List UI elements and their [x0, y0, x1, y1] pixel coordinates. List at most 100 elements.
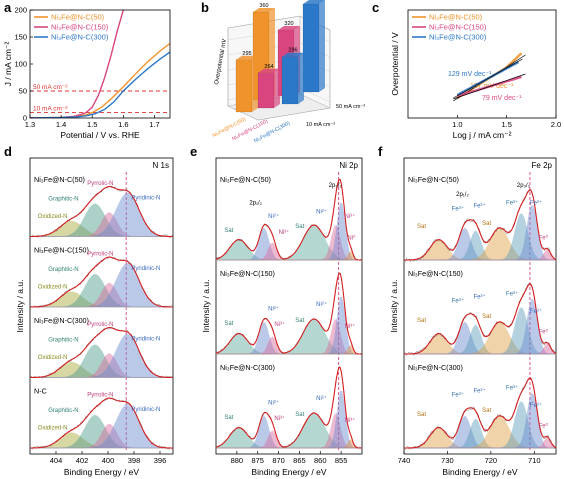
panel-title: N 1s	[153, 161, 169, 170]
spectrum-0: Ni₃Fe@N-C(50) Sat 2p₁/₂ Fe³⁺ Fe²⁺ Sat 2p₃/₂ Fe³…	[403, 175, 557, 263]
x-tick-label: 855	[335, 456, 348, 465]
x-tick-label: 720	[485, 456, 498, 465]
legend-entry: Ni₃Fe@N-C(50)	[429, 13, 483, 22]
spectrum-2: Ni₃Fe@N-C(300) Sat Ni²⁺ Ni³⁺ Sat Ni²⁺ Ni³⁺	[215, 363, 363, 449]
x-tick-label: 2.0	[551, 120, 561, 129]
x-tick-label: 404	[50, 456, 63, 465]
x-axis-label: Binding Energy / eV	[251, 467, 326, 477]
fit-component-5	[216, 390, 362, 449]
fit-component-2	[216, 336, 362, 355]
peak-label: Sat	[482, 408, 491, 414]
x-tick-label: 402	[76, 456, 89, 465]
fit-component-2	[216, 430, 362, 449]
y-tick-label: 100	[14, 60, 27, 69]
spectrum-0: Ni₃Fe@N-C(50) Oxidized-N Graphitic-N Pyrrol…	[29, 175, 174, 238]
peak-label: 2p₁/₂	[456, 192, 469, 198]
y-axis-label: Intensity / a.u.	[389, 280, 399, 333]
ref-line-label: 50 mA cm⁻²	[33, 84, 68, 91]
x-tick-label: 880	[231, 456, 244, 465]
spectrum-name: N-C	[34, 387, 47, 396]
peak-label: Ni³⁺	[344, 323, 355, 330]
fit-component-5	[216, 202, 362, 261]
x-tick-label: 398	[128, 456, 141, 465]
x-tick-label: 870	[272, 456, 285, 465]
y-tick-label: 0	[23, 114, 27, 123]
plot-frame	[403, 157, 557, 455]
fit-component-2	[216, 242, 362, 261]
spectrum-3: N-C Oxidized-N Graphitic-N Pyrrolic-N Pyridi…	[29, 387, 174, 450]
legend-entry: Ni₃Fe@N-C(50)	[51, 13, 105, 22]
bar-value-label: 360	[259, 3, 268, 9]
peak-label: Pyrrolic-N	[87, 251, 113, 257]
fit-component-5	[404, 299, 556, 355]
fit-component-1	[30, 415, 173, 449]
y-axis-label: Intensity / a.u.	[15, 280, 25, 333]
x-axis-label: Binding Energy / eV	[442, 467, 517, 477]
fit-component-6	[216, 345, 362, 355]
fit-component-2	[404, 324, 556, 355]
fit-component-2	[30, 353, 173, 378]
peak-label: Pyrrolic-N	[87, 392, 113, 398]
fit-component-1	[30, 274, 173, 308]
panel-b: b360320360295264286Overpotential mVNi₃Fe…	[201, 0, 365, 144]
panel-title: Ni 2p	[339, 161, 358, 170]
fit-component-5	[404, 205, 556, 261]
peak-label: Fe²⁺	[473, 294, 485, 301]
peak-label: Graphitic-N	[48, 197, 78, 203]
fit-component-2	[404, 230, 556, 261]
peak-label: Oxidized-N	[38, 214, 68, 220]
fit-component-1	[216, 321, 362, 355]
panel-c: c 1.0 1.5 2.0 Log j / mA cm⁻² Overpotential /…	[372, 0, 561, 140]
peak-label: 2p₁/₂	[249, 201, 262, 207]
fit-component-1	[30, 344, 173, 378]
fit-component-2	[30, 212, 173, 237]
x-tick-label: 1.3	[25, 120, 35, 129]
bar-10-0	[235, 59, 253, 113]
peak-label: Fe²⁺	[530, 308, 542, 315]
peak-label: Pyridinic-N	[131, 336, 160, 342]
peak-label: Ni³⁺	[344, 417, 355, 424]
spectrum-name: Ni₃Fe@N-C(150)	[220, 269, 275, 278]
fit-component-6	[404, 437, 557, 449]
bar-value-label: 264	[264, 64, 273, 70]
x-tick-label: 875	[251, 456, 264, 465]
x-tick-label: 1.4	[56, 120, 66, 129]
bar-10-1	[257, 72, 275, 109]
peak-label: Pyridinic-N	[131, 266, 160, 272]
fit-envelope	[30, 186, 173, 238]
fit-component-2	[30, 423, 173, 449]
peak-label: Ni³⁺	[344, 213, 355, 220]
peak-label: Pyridinic-N	[131, 407, 160, 413]
series-line-2	[30, 51, 170, 118]
bar-10-2	[281, 56, 299, 105]
peak-label: Ni³⁺	[274, 415, 285, 422]
tafel-fit-1	[453, 73, 526, 100]
peak-label: Graphitic-N	[48, 408, 78, 414]
fit-envelope	[404, 283, 557, 355]
x-tick-label: 1.0	[452, 120, 462, 129]
legend-entry: Ni₃Fe@N-C(300)	[51, 33, 109, 42]
bar-50-2-side	[319, 0, 325, 92]
peak-label: Pyrrolic-N	[87, 181, 113, 187]
y-axis-label: J / mA cm⁻²	[3, 42, 13, 87]
fit-component-1	[216, 415, 362, 449]
peak-label: Sat	[295, 412, 304, 418]
peak-label: Sat	[417, 412, 426, 418]
peak-label: Fe²⁺	[473, 388, 485, 395]
plot-frame	[29, 157, 174, 455]
fit-component-4	[216, 225, 362, 261]
spectrum-name: Ni₃Fe@N-C(150)	[408, 269, 463, 278]
panel-f: f Fe 2p 740 730 720 710 Binding Energy / eV Int…	[378, 144, 557, 477]
fit-component-4	[216, 413, 362, 449]
fit-component-5	[404, 393, 556, 449]
panel-d-label: d	[4, 144, 12, 159]
fit-envelope	[30, 327, 173, 379]
fit-component-3	[404, 415, 556, 449]
raw-data	[403, 188, 557, 263]
y-axis-label: Overpotential mV	[214, 38, 228, 85]
peak-label: 2p₃/₂	[517, 183, 531, 189]
bar-10-1-top	[258, 68, 280, 73]
peak-label: Graphitic-N	[48, 338, 78, 344]
peak-label: Sat	[295, 224, 304, 230]
peak-label: Fe³⁺	[506, 385, 518, 392]
